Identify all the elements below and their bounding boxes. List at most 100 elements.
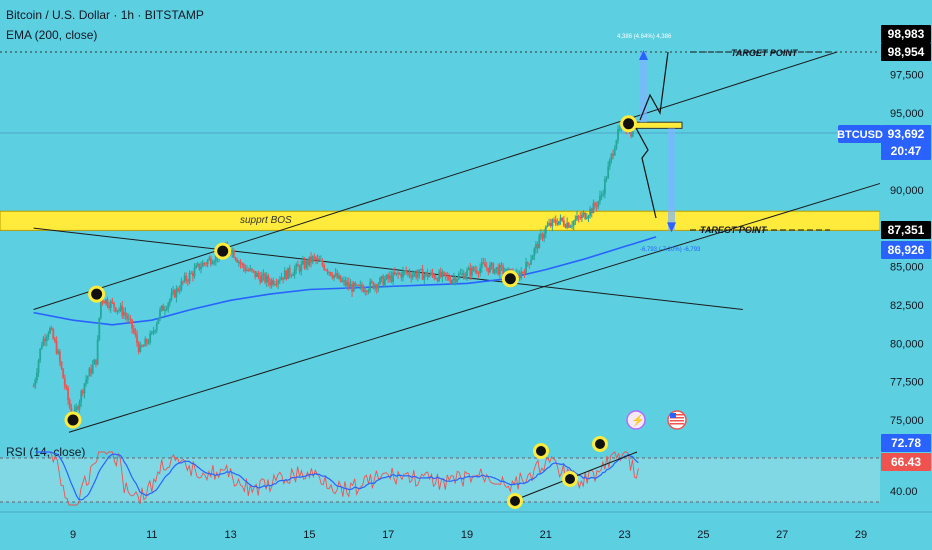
candle-body	[211, 263, 214, 265]
candle-body	[439, 271, 442, 277]
candle-body	[244, 267, 247, 272]
candle-body	[610, 153, 613, 160]
candle-body	[434, 278, 437, 280]
candle-body	[436, 278, 439, 282]
candle-body	[576, 216, 578, 220]
candle-body	[67, 387, 69, 401]
candle-body	[523, 271, 526, 274]
candle-body	[359, 284, 362, 286]
candle-body	[446, 275, 449, 277]
candle-body	[200, 266, 202, 270]
candle-body	[572, 221, 575, 226]
candle-body	[407, 272, 409, 274]
candle-body	[502, 266, 505, 275]
candle-body	[88, 368, 91, 377]
candle-body	[157, 318, 160, 324]
candle-body	[408, 272, 411, 276]
candle-body	[372, 282, 375, 289]
candle-body	[558, 220, 560, 225]
candle-body	[384, 279, 386, 286]
candle-body	[182, 281, 184, 283]
candle-body	[319, 260, 322, 262]
candle-body	[441, 271, 444, 277]
price-tag-ema: 86,926	[881, 241, 931, 259]
candle-body	[544, 226, 547, 234]
candle-body	[32, 386, 35, 388]
candle-body	[164, 309, 166, 311]
candle-body	[114, 307, 117, 312]
candle-body	[183, 275, 186, 282]
price-axis-tick: 75,000	[890, 415, 924, 427]
candle-body	[374, 284, 376, 289]
candle-body	[144, 339, 147, 346]
candle-body	[267, 275, 270, 282]
candle-body	[265, 275, 268, 283]
candle-body	[370, 281, 373, 283]
candle-body	[195, 265, 198, 269]
candle-body	[328, 272, 330, 274]
candle-body	[57, 351, 60, 354]
candle-body	[584, 212, 587, 219]
candle-body	[402, 270, 404, 278]
candle-body	[546, 225, 549, 227]
candle-body	[40, 345, 43, 349]
candle-body	[172, 290, 175, 294]
measure-down-arrowhead	[667, 222, 676, 233]
candle-body	[461, 273, 463, 275]
price-axis-tick: 82,500	[890, 300, 924, 312]
candle-body	[426, 272, 429, 278]
time-axis-tick: 25	[697, 529, 709, 541]
candle-body	[264, 273, 266, 283]
candle-body	[362, 288, 365, 292]
candle-body	[365, 290, 368, 292]
candle-body	[433, 274, 436, 279]
candle-body	[285, 270, 288, 280]
candle-body	[554, 219, 557, 224]
candle-body	[159, 309, 161, 319]
candle-body	[75, 406, 78, 410]
symbol-tag: BTCUSD	[837, 125, 883, 143]
candle-body	[111, 301, 114, 303]
candle-body	[562, 220, 565, 226]
candle-body	[403, 270, 406, 272]
candle-body	[252, 270, 255, 272]
rsi-swing-marker	[533, 443, 549, 459]
candle-body	[290, 275, 293, 277]
candle-body	[315, 257, 317, 260]
lightning-icon: ⚡	[631, 414, 645, 427]
candle-body	[569, 226, 572, 228]
candle-body	[37, 360, 40, 373]
candle-body	[175, 288, 178, 298]
candle-body	[336, 273, 339, 279]
candle-body	[577, 216, 580, 218]
candle-body	[203, 262, 206, 264]
rsi-axis-tick: 40.00	[890, 486, 918, 498]
us-flag-event-icon	[667, 410, 687, 430]
candle-body	[93, 359, 96, 365]
candle-body	[341, 281, 344, 283]
candle-body	[604, 178, 606, 194]
candle-body	[122, 312, 125, 316]
candle-body	[351, 284, 353, 292]
candle-body	[149, 333, 152, 343]
candle-body	[531, 255, 534, 260]
candle-body	[475, 270, 478, 273]
candle-body	[316, 258, 319, 260]
candle-body	[516, 273, 519, 275]
candle-body	[536, 243, 539, 249]
candle-body	[607, 166, 610, 179]
candles-group	[32, 117, 634, 428]
price-tag-top2: 98,954	[881, 43, 931, 61]
candle-body	[246, 269, 248, 272]
candle-body	[121, 305, 124, 316]
candle-body	[581, 214, 583, 219]
candle-body	[352, 282, 355, 292]
price-axis-tick: 95,000	[890, 108, 924, 120]
candle-body	[615, 140, 618, 149]
candle-body	[579, 217, 582, 219]
time-axis-tick: 9	[70, 529, 76, 541]
candle-body	[528, 263, 531, 265]
candle-body	[393, 272, 396, 275]
